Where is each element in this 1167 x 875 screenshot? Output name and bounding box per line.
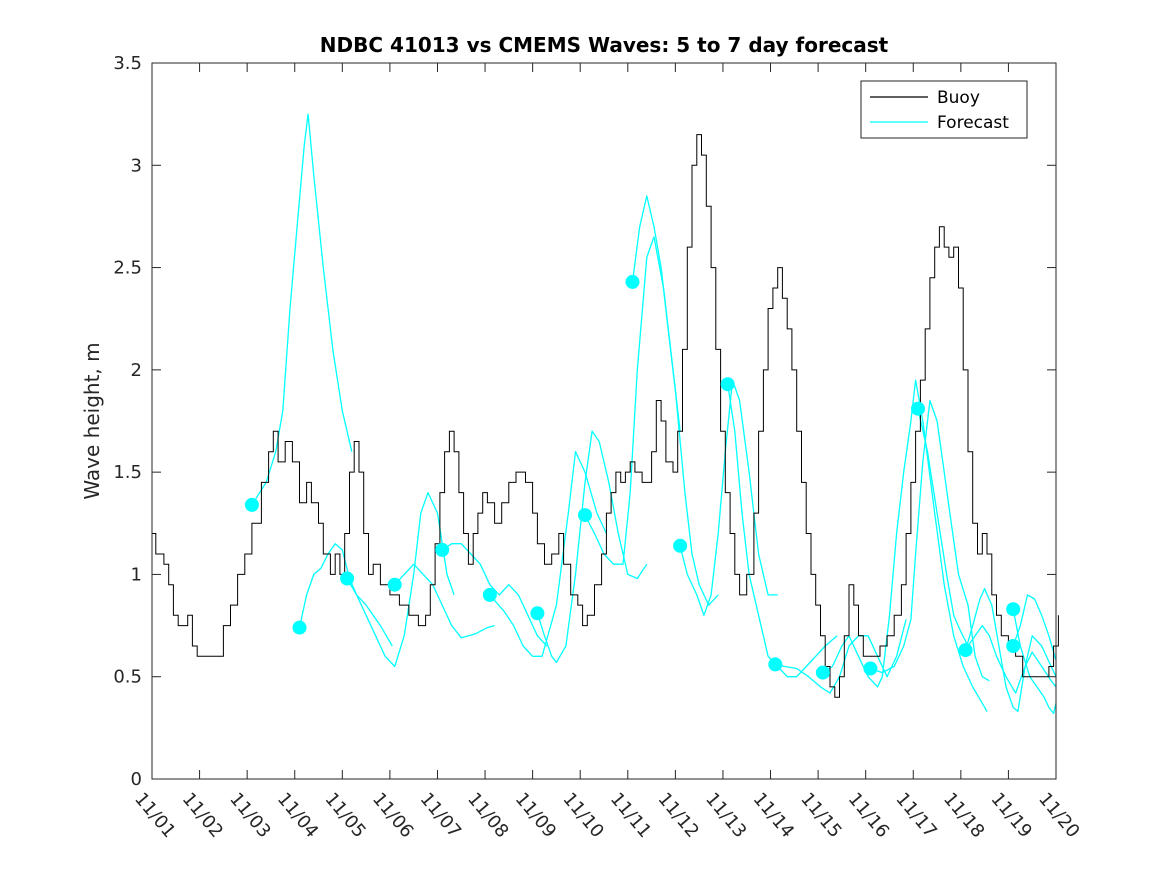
forecast-marker-15 xyxy=(911,401,925,416)
y-tick-label: 2.5 xyxy=(113,258,142,279)
legend: Buoy Forecast xyxy=(860,80,1028,139)
y-tick-label: 1 xyxy=(131,564,142,585)
forecast-line-18 xyxy=(1012,609,1057,715)
y-tick-label: 0 xyxy=(131,769,142,790)
plot-area xyxy=(152,63,1056,779)
forecast-marker-6 xyxy=(482,587,497,602)
y-tick-label: 2 xyxy=(131,360,142,381)
chart-title: NDBC 41013 vs CMEMS Waves: 5 to 7 day fo… xyxy=(320,33,889,57)
forecast-line-16 xyxy=(964,588,1057,713)
forecast-marker-10 xyxy=(673,538,688,553)
forecast-line-4 xyxy=(394,563,495,639)
legend-box xyxy=(860,80,1028,139)
forecast-marker-18 xyxy=(1006,639,1021,653)
legend-label-buoy: Buoy xyxy=(937,88,980,108)
forecast-marker-12 xyxy=(768,657,783,672)
forecast-marker-16 xyxy=(958,643,973,658)
forecast-line-2 xyxy=(298,543,393,647)
forecast-marker-13 xyxy=(815,665,830,680)
forecast-marker-17 xyxy=(1006,602,1021,617)
forecast-marker-3 xyxy=(340,571,355,586)
forecast-marker-2 xyxy=(292,620,307,635)
legend-label-forecast: Forecast xyxy=(937,113,1009,133)
y-tick-label: 1.5 xyxy=(113,462,142,483)
forecast-marker-8 xyxy=(578,508,592,523)
axes-box xyxy=(151,62,1057,780)
forecast-marker-4 xyxy=(387,577,402,592)
forecast-marker-5 xyxy=(435,542,450,557)
forecast-line-1 xyxy=(251,113,353,506)
forecast-marker-14 xyxy=(863,661,878,676)
series-layer xyxy=(152,113,1059,715)
forecast-marker-11 xyxy=(720,377,735,392)
forecast-marker-9 xyxy=(625,274,640,289)
forecast-marker-1 xyxy=(244,497,259,512)
forecast-line-13 xyxy=(822,379,988,712)
y-axis-label: Wave height, m xyxy=(80,342,104,499)
y-tick-label: 0.5 xyxy=(113,667,142,688)
forecast-line-3 xyxy=(346,491,455,668)
y-tick-label: 3.5 xyxy=(113,53,142,74)
forecast-line-7 xyxy=(536,430,648,664)
buoy-line xyxy=(152,134,1059,698)
forecast-line-6 xyxy=(489,451,607,657)
forecast-line-9 xyxy=(631,195,719,606)
forecast-marker-7 xyxy=(530,606,545,621)
forecast-line-15 xyxy=(917,408,1057,694)
y-tick-label: 3 xyxy=(131,155,142,176)
forecast-line-17 xyxy=(1012,594,1057,661)
